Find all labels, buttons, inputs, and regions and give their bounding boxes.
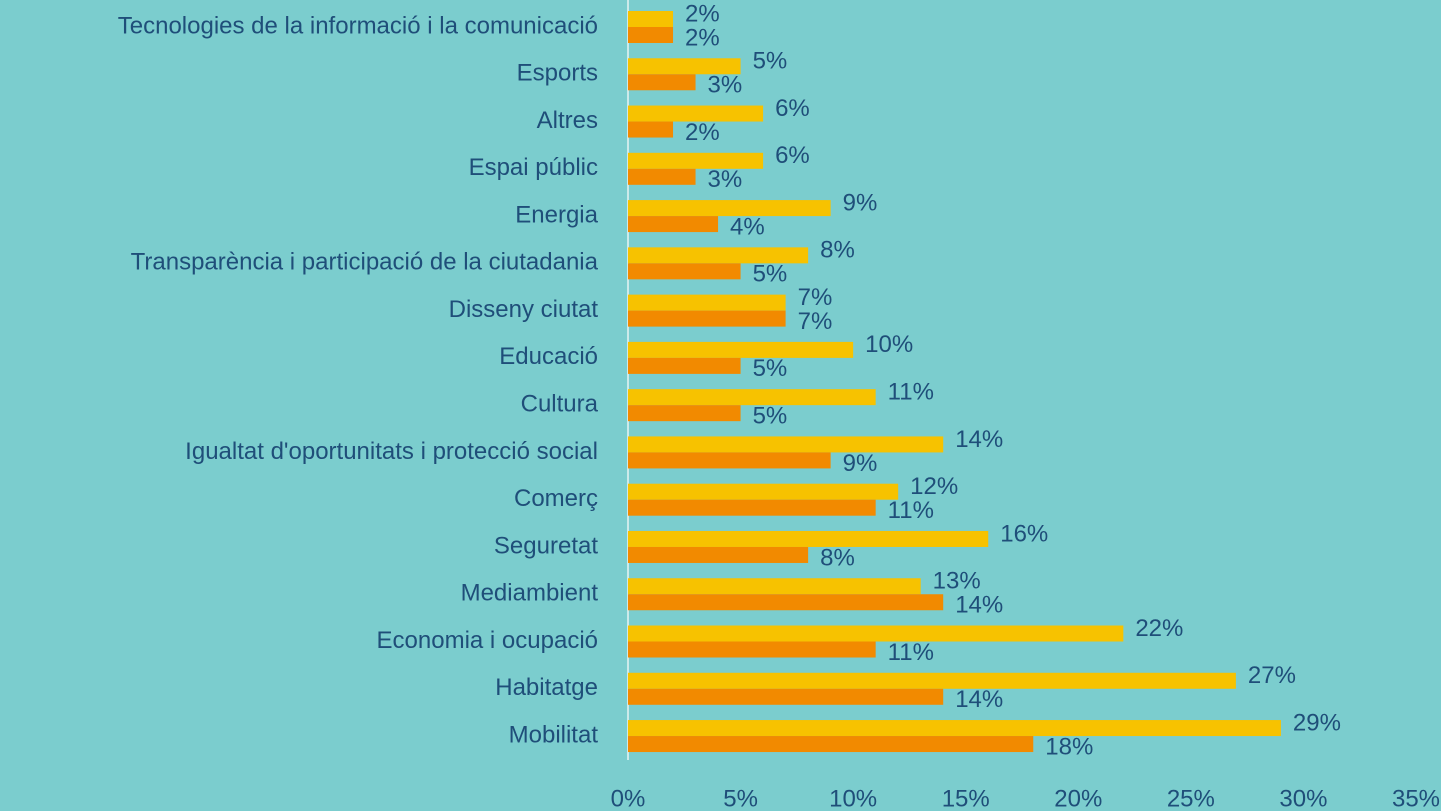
data-label: 3% — [708, 166, 743, 193]
bar — [628, 168, 696, 185]
data-label: 6% — [775, 95, 810, 122]
bar — [628, 405, 741, 422]
category-label: Seguretat — [494, 532, 598, 559]
bar — [628, 688, 944, 705]
bar — [628, 121, 674, 138]
data-label: 4% — [730, 213, 765, 240]
data-label: 8% — [820, 544, 855, 571]
bar — [628, 641, 876, 658]
x-tick-label: 30% — [1279, 785, 1327, 811]
data-label: 5% — [753, 48, 788, 75]
bar — [628, 105, 764, 122]
bar — [628, 247, 809, 264]
bar — [628, 578, 921, 595]
data-label: 12% — [910, 473, 958, 500]
bar — [628, 152, 764, 169]
data-label: 13% — [933, 568, 981, 595]
data-label: 7% — [798, 308, 833, 335]
data-label: 2% — [685, 119, 720, 146]
bar — [628, 594, 944, 611]
data-label: 2% — [685, 24, 720, 51]
data-label: 14% — [955, 426, 1003, 453]
category-label: Espai públic — [469, 154, 598, 181]
bar — [628, 736, 1034, 753]
data-label: 5% — [753, 403, 788, 430]
bar — [628, 530, 989, 547]
x-tick-label: 25% — [1167, 785, 1215, 811]
bar — [628, 263, 741, 280]
x-tick-label: 10% — [829, 785, 877, 811]
category-label: Comerç — [514, 485, 598, 512]
bar — [628, 58, 741, 75]
data-label: 11% — [888, 379, 934, 406]
bar — [628, 389, 876, 406]
x-tick-label: 35% — [1392, 785, 1440, 811]
category-label: Altres — [537, 107, 598, 134]
x-tick-label: 5% — [723, 785, 758, 811]
bar — [628, 357, 741, 374]
bar — [628, 74, 696, 91]
x-tick-label: 15% — [942, 785, 990, 811]
category-label: Igualtat d'oportunitats i protecció soci… — [185, 438, 598, 465]
x-tick-label: 20% — [1054, 785, 1102, 811]
category-label: Habitatge — [495, 674, 598, 701]
bar — [628, 720, 1281, 737]
category-label: Disseny ciutat — [449, 296, 599, 323]
data-label: 14% — [955, 592, 1003, 619]
data-label: 6% — [775, 142, 810, 169]
category-label: Educació — [499, 343, 598, 370]
data-label: 9% — [843, 450, 878, 477]
category-label: Mediambient — [461, 580, 599, 607]
data-label: 22% — [1135, 615, 1183, 642]
bar — [628, 27, 674, 43]
data-label: 11% — [888, 497, 934, 524]
bar — [628, 625, 1124, 642]
data-label: 3% — [708, 72, 743, 99]
data-label: 9% — [843, 189, 878, 216]
data-label: 10% — [865, 331, 913, 358]
category-label: Economia i ocupació — [377, 627, 598, 654]
data-label: 7% — [798, 284, 833, 311]
data-label: 11% — [888, 639, 934, 666]
bar — [628, 452, 831, 469]
bar — [628, 216, 719, 233]
data-label: 2% — [685, 0, 720, 27]
data-label: 5% — [753, 261, 788, 288]
data-label: 16% — [1000, 520, 1048, 547]
x-tick-label: 0% — [611, 785, 646, 811]
bar — [628, 310, 786, 327]
bar — [628, 436, 944, 453]
category-label: Transparència i participació de la ciuta… — [131, 249, 599, 276]
data-label: 27% — [1248, 662, 1296, 689]
bar — [628, 341, 854, 358]
data-label: 14% — [955, 686, 1003, 713]
category-label: Mobilitat — [509, 721, 599, 748]
bar — [628, 483, 899, 500]
bar — [628, 200, 831, 217]
bar — [628, 499, 876, 516]
data-label: 8% — [820, 237, 855, 264]
bar — [628, 11, 674, 27]
bar — [628, 294, 786, 311]
data-label: 5% — [753, 355, 788, 382]
bar — [628, 672, 1236, 689]
category-label: Tecnologies de la informació i la comuni… — [118, 12, 598, 39]
category-label: Energia — [515, 201, 598, 228]
data-label: 29% — [1293, 709, 1341, 736]
data-label: 18% — [1045, 733, 1093, 760]
category-label: Esports — [517, 60, 598, 87]
category-label: Cultura — [521, 391, 599, 418]
bar — [628, 546, 809, 563]
